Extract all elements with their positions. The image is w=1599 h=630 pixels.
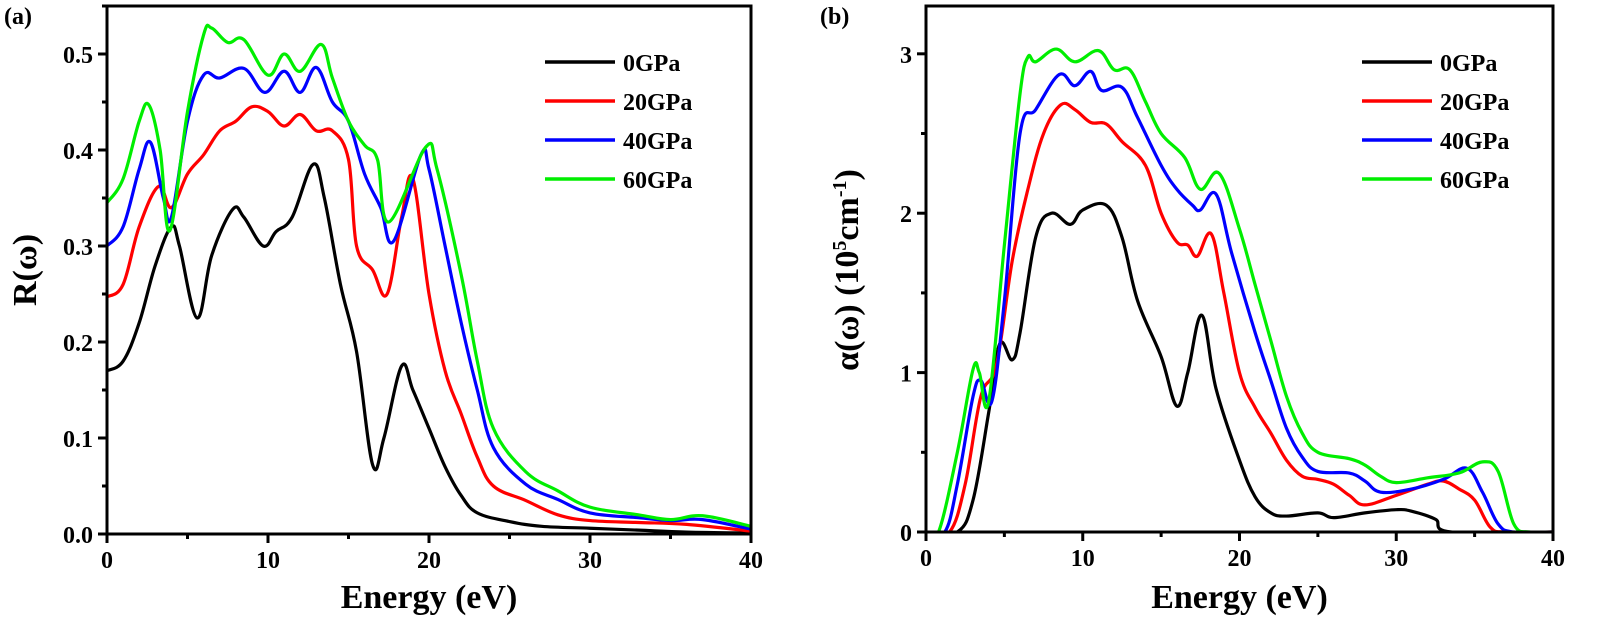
legend-label: 20GPa [623, 90, 692, 116]
series-group [107, 23, 751, 534]
x-tick-label: 10 [256, 548, 280, 574]
y-tick-label: 0.0 [63, 523, 93, 549]
panel-a-reflectivity: 0 10 20 30 40 0.0 0.1 0.2 0.3 0.4 0.5 Energy (eV) R(… [4, 4, 763, 616]
x-tick-label: 40 [739, 548, 763, 574]
x-tick-label: 20 [1228, 546, 1252, 572]
y-tick-label: 0.2 [63, 331, 93, 357]
y-tick-label: 0.3 [63, 235, 93, 261]
x-tick-label: 0 [101, 548, 113, 574]
series-line-40gpa [926, 69, 1553, 532]
y-tick-label: 0 [900, 521, 912, 547]
y-axis-title-sup: 5 [829, 241, 851, 251]
legend-label: 0GPa [1440, 51, 1497, 77]
y-tick-label: 1 [900, 362, 912, 388]
y-tick-label: 0.1 [63, 427, 93, 453]
series-line-20gpa [107, 104, 751, 533]
series-group [926, 47, 1553, 532]
series-line-0gpa [926, 201, 1553, 532]
plot-frame [105, 4, 753, 536]
panel-label: (a) [4, 4, 32, 30]
legend-label: 40GPa [1440, 129, 1509, 155]
y-axis-title: R(ω) [7, 234, 44, 306]
series-line-60gpa [926, 47, 1553, 532]
x-tick-label: 10 [1071, 546, 1095, 572]
y-tick-label: 0.4 [63, 139, 93, 165]
y-axis-title-sup: -1 [829, 180, 851, 197]
y-axis-title-unit: cm [829, 197, 866, 240]
x-axis-title: Energy (eV) [341, 579, 518, 616]
y-tick-label: 2 [900, 202, 912, 228]
legend-label: 20GPa [1440, 90, 1509, 116]
panel-label: (b) [820, 4, 849, 30]
x-tick-label: 30 [1384, 546, 1408, 572]
legend-label: 60GPa [1440, 168, 1509, 194]
x-tick-label: 40 [1541, 546, 1565, 572]
y-axis-title: α(ω) (105cm-1) [829, 169, 866, 371]
legend: 0GPa 20GPa 40GPa 60GPa [1362, 51, 1509, 194]
x-tick-label: 20 [417, 548, 441, 574]
legend-label: 0GPa [623, 51, 680, 77]
x-tick-label: 30 [578, 548, 602, 574]
legend: 0GPa 20GPa 40GPa 60GPa [545, 51, 692, 194]
y-axis-title-end: ) [829, 169, 866, 180]
y-tick-label: 0.5 [63, 43, 93, 69]
y-tick-label: 3 [900, 43, 912, 69]
series-line-60gpa [107, 23, 751, 528]
legend-label: 40GPa [623, 129, 692, 155]
y-axis-title-base: α(ω) (10 [829, 251, 866, 371]
series-line-0gpa [107, 162, 751, 534]
legend-label: 60GPa [623, 168, 692, 194]
x-axis-title: Energy (eV) [1151, 579, 1328, 616]
panel-b-absorption: 0 10 20 30 40 0 1 2 3 Energy (eV) α(ω) (105cm-1) (b… [820, 4, 1565, 616]
x-tick-label: 0 [920, 546, 932, 572]
